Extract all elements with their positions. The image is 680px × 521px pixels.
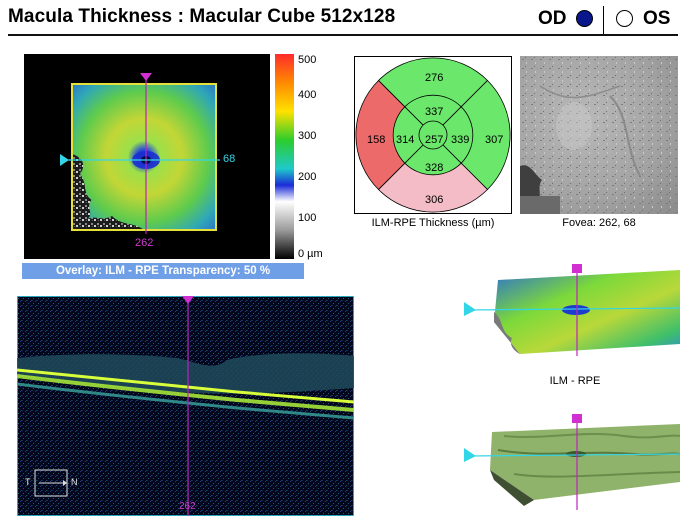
scale-label-200: 200 (298, 171, 317, 183)
scale-label-0: 0 µm (298, 248, 323, 260)
etdrs-outer-inferior-value: 306 (425, 194, 444, 206)
page-title: Macula Thickness : Macular Cube 512x128 (8, 6, 396, 27)
etdrs-inner-superior-value: 337 (425, 106, 444, 118)
etdrs-outer-superior-value: 276 (425, 72, 444, 84)
scale-label-500: 500 (298, 54, 317, 66)
etdrs-thickness-grid: 276 158 307 306 337 314 339 328 257 (354, 56, 512, 214)
etdrs-outer-nasal-value: 307 (485, 134, 504, 146)
thickness-color-scale (275, 54, 294, 259)
rpe-surface-3d[interactable] (464, 410, 680, 516)
bscan-graphic (17, 296, 354, 516)
etdrs-inner-nasal (432, 106, 474, 164)
etdrs-inner-temporal-value: 314 (396, 134, 415, 146)
overlay-settings-bar[interactable]: Overlay: ILM - RPE Transparency: 50 % (22, 263, 304, 279)
scale-label-100: 100 (298, 212, 317, 224)
scale-label-400: 400 (298, 89, 317, 101)
bscan-slice-label: 262 (179, 501, 196, 512)
fundus-image[interactable] (520, 56, 678, 214)
thickness-map-graphic (60, 73, 220, 234)
etdrs-outer-temporal-value: 158 (367, 134, 386, 146)
etdrs-inner-inferior-value: 328 (425, 162, 444, 174)
crosshair-x-readout: 262 (135, 237, 154, 249)
etdrs-caption: ILM-RPE Thickness (µm) (371, 217, 495, 229)
surface-caption: ILM - RPE (549, 375, 601, 387)
eye-od-label: OD (538, 8, 567, 29)
eye-os-radio[interactable] (616, 10, 633, 27)
etdrs-grid-graphic (355, 57, 511, 213)
etdrs-inner-inferior (404, 134, 462, 176)
ilm-rpe-surface-3d[interactable] (464, 262, 680, 362)
eye-od-radio[interactable] (576, 10, 593, 27)
thickness-map[interactable]: 68 262 (24, 54, 270, 259)
rpe-surface-graphic (464, 414, 680, 510)
oct-bscan[interactable]: T N (17, 296, 354, 516)
header-rule (8, 34, 678, 36)
fundus-graphic (520, 56, 678, 214)
etdrs-center-value: 257 (425, 134, 444, 146)
compass-temporal: T (25, 477, 31, 487)
scale-label-300: 300 (298, 130, 317, 142)
compass-nasal: N (71, 477, 78, 487)
etdrs-inner-temporal (392, 106, 434, 164)
eye-os-label: OS (643, 8, 671, 29)
fovea-caption: Fovea: 262, 68 (562, 217, 636, 229)
ilm-surface-graphic (464, 264, 680, 356)
etdrs-inner-nasal-value: 339 (451, 134, 470, 146)
etdrs-inner-superior (404, 94, 462, 136)
crosshair-y-readout: 68 (223, 153, 236, 165)
etdrs-center (418, 120, 448, 150)
eye-separator (603, 6, 604, 34)
